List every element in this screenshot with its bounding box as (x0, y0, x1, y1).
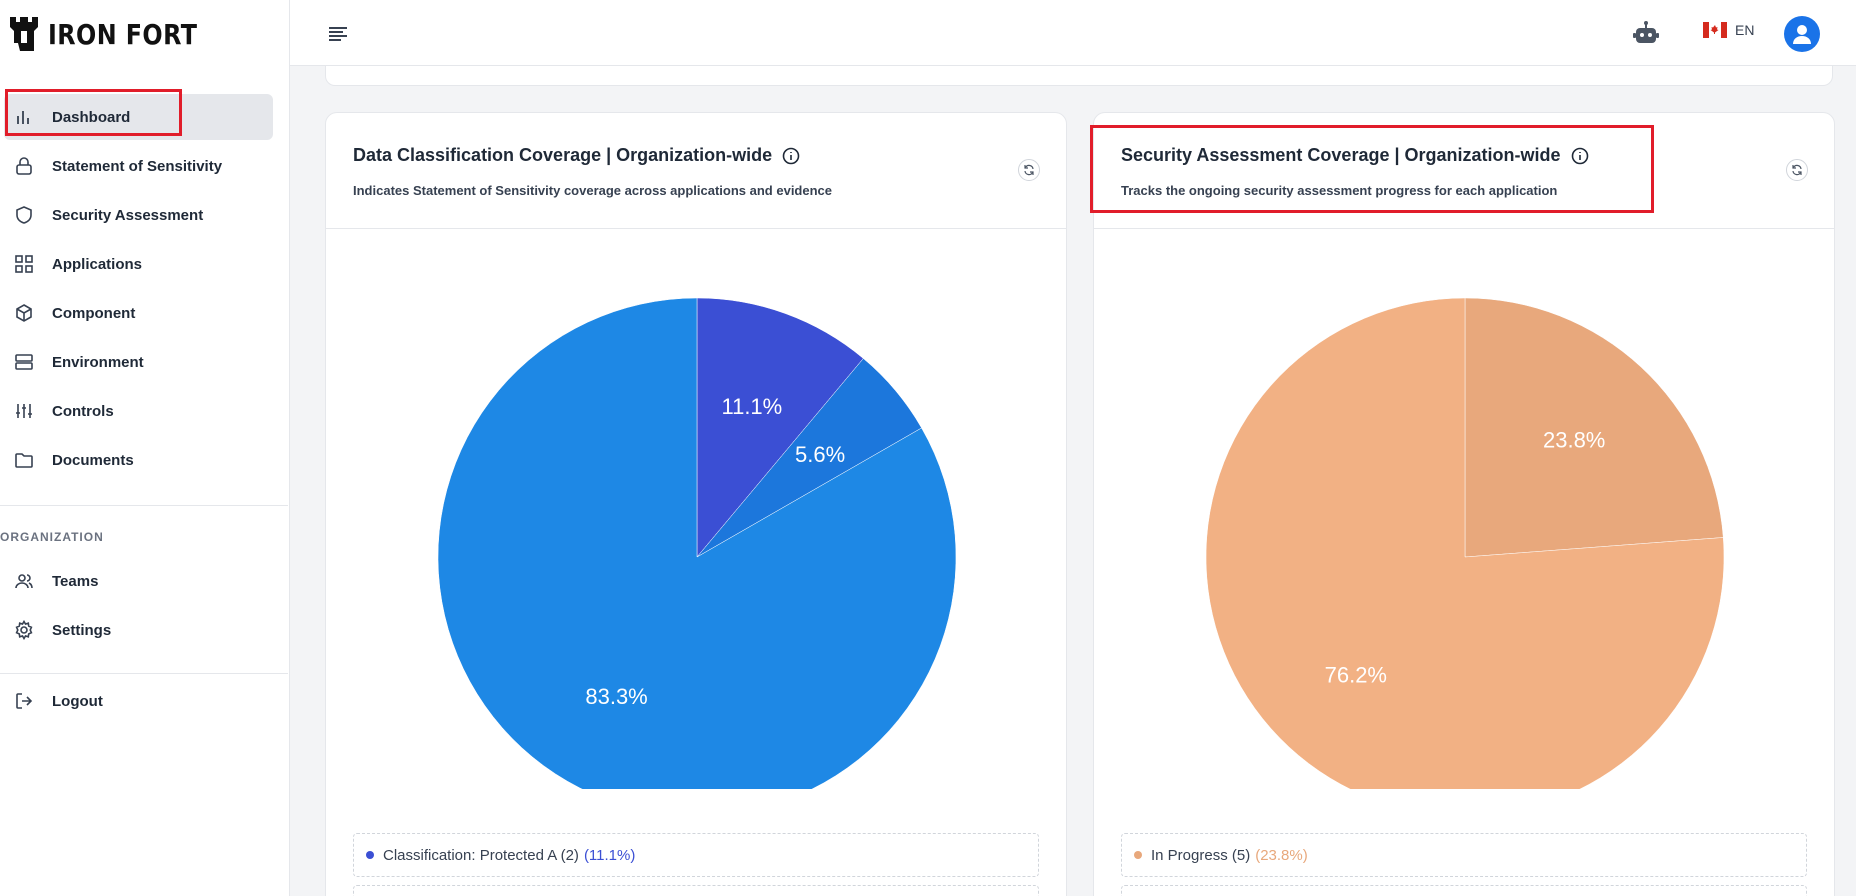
grid-icon (12, 252, 36, 276)
pie-slice-label: 23.8% (1543, 427, 1605, 452)
logout-nav: Logout (0, 678, 290, 727)
logout-button[interactable]: Logout (4, 678, 273, 724)
shield-icon (12, 203, 36, 227)
data-classification-card: Data Classification Coverage | Organizat… (325, 112, 1067, 896)
legend-pct: (11.1%) (583, 846, 636, 864)
card-header: Security Assessment Coverage | Organizat… (1094, 113, 1834, 229)
sidebar: IRON FORT Dashboard Statement of Sensiti… (0, 0, 290, 896)
users-icon (12, 569, 36, 593)
pie-slice-label: 76.2% (1325, 663, 1387, 688)
sidebar-item-environment[interactable]: Environment (4, 339, 273, 385)
server-icon (12, 350, 36, 374)
folder-icon (12, 448, 36, 472)
pie-slice-label: 11.1% (721, 394, 782, 419)
logout-icon (12, 689, 36, 713)
legend-pct: (23.8%) (1255, 846, 1308, 864)
section-label-organization: ORGANIZATION (0, 530, 104, 544)
org-nav: Teams Settings (0, 558, 290, 656)
card-title: Security Assessment Coverage | Organizat… (1121, 145, 1561, 165)
language-selector[interactable]: EN (1703, 22, 1754, 38)
top-card-strip (325, 66, 1833, 86)
sidebar-item-label: Documents (52, 451, 134, 469)
canada-flag-icon (1703, 22, 1727, 38)
pie-chart-classification: 11.1% 5.6% 83.3% (326, 229, 1068, 817)
sidebar-item-security-assessment[interactable]: Security Assessment (4, 192, 273, 238)
legend-item[interactable]: Classification: Protected A (2) (11.1%) (353, 833, 1039, 877)
security-assessment-card: Security Assessment Coverage | Organizat… (1093, 112, 1835, 896)
avatar[interactable] (1784, 16, 1820, 52)
bar-chart-icon (12, 105, 36, 129)
card-title-row: Security Assessment Coverage | Organizat… (1121, 145, 1589, 166)
legend-dot (1134, 851, 1142, 859)
sidebar-item-label: Statement of Sensitivity (52, 157, 223, 175)
sidebar-item-controls[interactable]: Controls (4, 388, 273, 434)
card-subtitle: Indicates Statement of Sensitivity cover… (353, 183, 833, 198)
sidebar-item-label: Applications (52, 255, 143, 273)
card-header: Data Classification Coverage | Organizat… (326, 113, 1066, 229)
refresh-button[interactable] (1786, 159, 1808, 181)
sidebar-item-label: Controls (52, 402, 114, 420)
menu-toggle-icon[interactable] (326, 22, 350, 46)
refresh-icon (1792, 164, 1802, 176)
refresh-icon (1024, 164, 1034, 176)
sidebar-item-label: Settings (52, 621, 112, 639)
sidebar-item-documents[interactable]: Documents (4, 437, 273, 483)
sidebar-item-dashboard[interactable]: Dashboard (4, 94, 273, 140)
card-title-row: Data Classification Coverage | Organizat… (353, 145, 800, 166)
sidebar-item-teams[interactable]: Teams (4, 558, 273, 604)
fort-icon (10, 17, 38, 51)
top-bar: EN (290, 0, 1856, 66)
card-subtitle: Tracks the ongoing security assessment p… (1121, 183, 1558, 198)
info-icon[interactable] (782, 147, 800, 165)
brand-logo[interactable]: IRON FORT (10, 14, 224, 54)
robot-icon[interactable] (1630, 18, 1662, 50)
cube-icon (12, 301, 36, 325)
pie-chart-security-assessment: 23.8% 76.2% (1094, 229, 1836, 817)
sidebar-item-statement-of-sensitivity[interactable]: Statement of Sensitivity (4, 143, 273, 189)
sidebar-item-settings[interactable]: Settings (4, 607, 273, 653)
sidebar-item-label: Security Assessment (52, 206, 204, 224)
refresh-button[interactable] (1018, 159, 1040, 181)
sliders-icon (12, 399, 36, 423)
sidebar-item-label: Component (52, 304, 136, 322)
legend-label: Classification: Protected A (2) (383, 846, 579, 864)
legend-item[interactable]: In Progress (5) (23.8%) (1121, 833, 1807, 877)
pie-slice-label: 5.6% (795, 442, 845, 467)
pie-slice[interactable] (696, 297, 864, 558)
divider (0, 505, 288, 506)
pie-svg: 23.8% 76.2% (1205, 297, 1725, 817)
sidebar-item-label: Teams (52, 572, 99, 590)
logout-label: Logout (52, 692, 103, 710)
pie-slice[interactable] (1205, 297, 1725, 817)
sidebar-item-label: Environment (52, 353, 144, 371)
legend-label: In Progress (5) (1151, 846, 1251, 864)
sidebar-item-label: Dashboard (52, 108, 131, 126)
pie-svg: 11.1% 5.6% 83.3% (437, 297, 957, 817)
divider (0, 673, 288, 674)
user-icon (1793, 25, 1811, 44)
pie-slice-label: 83.3% (585, 684, 647, 709)
legend-dot (366, 851, 374, 859)
language-label: EN (1735, 22, 1755, 38)
gear-icon (12, 618, 36, 642)
card-title: Data Classification Coverage | Organizat… (353, 145, 773, 165)
pie-slice[interactable] (437, 297, 957, 817)
legend-item[interactable] (353, 885, 1039, 896)
brand-name: IRON FORT (48, 17, 198, 51)
lock-icon (12, 154, 36, 178)
main-nav: Dashboard Statement of Sensitivity Secur… (0, 94, 290, 486)
info-icon[interactable] (1571, 147, 1589, 165)
legend-item[interactable] (1121, 885, 1807, 896)
sidebar-item-component[interactable]: Component (4, 290, 273, 336)
sidebar-item-applications[interactable]: Applications (4, 241, 273, 287)
pie-slice[interactable] (1464, 297, 1724, 558)
